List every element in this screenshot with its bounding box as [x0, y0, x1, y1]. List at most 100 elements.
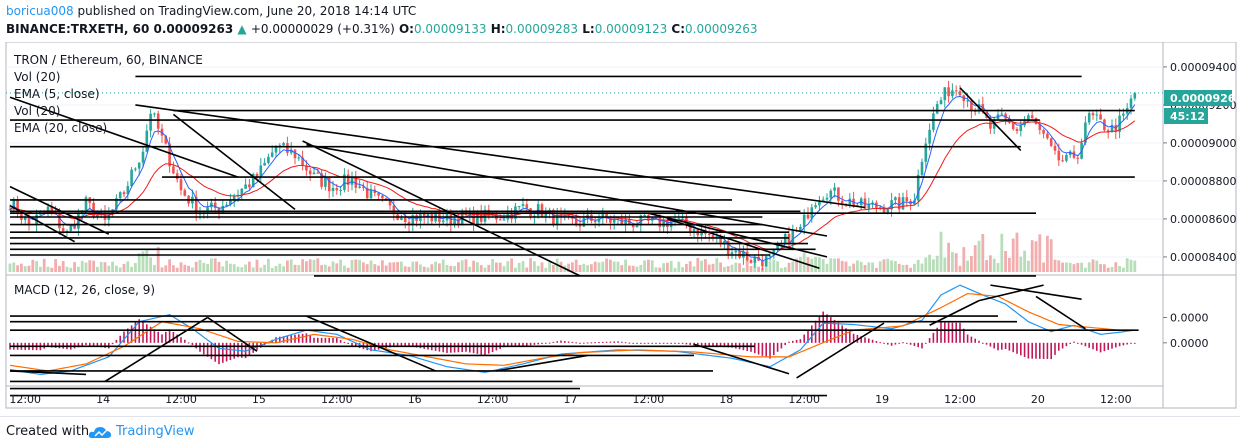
volume-bar	[457, 262, 460, 272]
volume-bar	[236, 266, 240, 272]
countdown-text: 45:12	[1170, 110, 1205, 123]
macd-histogram-bar	[879, 342, 881, 344]
macd-histogram-bar	[77, 342, 80, 348]
chart-canvas[interactable]: 0.000094000.000092000.000090000.00008800…	[0, 42, 1240, 414]
tradingview-logo[interactable]: TradingView	[88, 424, 195, 439]
author-link[interactable]: boricua008	[6, 4, 74, 18]
macd-histogram-bar	[510, 342, 513, 347]
volume-bar	[244, 264, 247, 272]
candle-body	[327, 177, 331, 192]
volume-bar	[316, 258, 320, 272]
macd-histogram-bar	[1004, 342, 1007, 349]
price-badge: 0.00009263 45:12	[1164, 90, 1240, 124]
volume-bar	[221, 266, 225, 272]
candle-body	[882, 207, 886, 213]
candle-body	[42, 211, 46, 213]
candle-body	[643, 215, 646, 217]
macd-histogram-bar	[415, 342, 418, 348]
candle-body	[840, 200, 844, 204]
macd-histogram-bar	[476, 342, 479, 354]
price-trendline	[172, 113, 296, 211]
series-title: TRON / Ethereum, 60, BINANCE	[13, 53, 203, 67]
macd-histogram-bar	[146, 324, 148, 343]
volume-bar	[248, 261, 251, 272]
macd-histogram-bar	[894, 342, 897, 345]
drawn-trendlines[interactable]	[6, 75, 1163, 277]
volume-bar	[932, 259, 935, 272]
macd-histogram-bar	[1001, 342, 1003, 350]
volume-bar	[1034, 241, 1038, 272]
volume-bar	[525, 267, 529, 272]
volume-bar	[324, 264, 327, 272]
macd-histogram-bar	[142, 321, 144, 343]
macd-histogram-bar	[225, 342, 228, 362]
time-tick-label: 18	[719, 393, 733, 406]
volume-bar	[894, 261, 897, 272]
macd-tick-label: 0.0000	[1170, 337, 1209, 350]
candle-body	[77, 213, 80, 229]
macd-histogram-bar	[1096, 342, 1098, 351]
macd-histogram-bar	[199, 342, 201, 352]
candle-body	[251, 173, 255, 188]
macd-histogram-bar	[807, 329, 809, 343]
candle-body	[951, 90, 954, 97]
macd-histogram-bar	[130, 325, 133, 343]
volume-bar	[916, 259, 920, 272]
candle-body	[335, 188, 339, 191]
volume-bar	[156, 247, 160, 272]
volume-bar	[69, 267, 73, 272]
volume-bar	[141, 251, 145, 272]
candle-body	[943, 87, 947, 101]
macd-histogram-bar	[161, 334, 163, 343]
volume-bar	[31, 259, 35, 272]
volume-bar	[1106, 267, 1110, 272]
volume-bar	[1114, 262, 1118, 272]
candle-body	[772, 249, 776, 256]
candle-body	[270, 152, 274, 157]
macd-histogram-bar	[1077, 342, 1079, 344]
macd-histogram-bar	[670, 342, 672, 344]
macd-histogram-bar	[613, 341, 615, 343]
price-badge-text: 0.00009263	[1170, 92, 1240, 105]
volume-bar	[88, 260, 92, 272]
volume-bar	[1068, 262, 1072, 272]
candle-body	[1095, 114, 1099, 116]
macd-histogram-bar	[191, 342, 194, 346]
macd-histogram-bar	[784, 342, 786, 346]
volume-bar	[187, 265, 190, 272]
macd-histogram-bar	[51, 342, 53, 348]
macd-histogram-bar	[575, 342, 577, 344]
macd-histogram-bar	[339, 340, 342, 343]
volume-bar	[970, 256, 973, 272]
volume-bar	[198, 259, 202, 272]
volume-bar	[958, 265, 962, 272]
volume-bar	[415, 261, 418, 272]
price-trendline	[959, 87, 1022, 152]
candle-body	[183, 190, 187, 196]
candle-body	[400, 217, 403, 220]
macd-histogram-bar	[586, 342, 589, 344]
volume-bar	[943, 257, 947, 272]
macd-histogram-bar	[1107, 342, 1109, 350]
low-value: 0.00009123	[594, 22, 668, 36]
candle-body	[244, 184, 247, 189]
macd-histogram-bar	[974, 338, 976, 343]
macd-histogram-bar	[685, 342, 688, 345]
candle-body	[635, 225, 639, 228]
volume-bar	[647, 259, 650, 272]
macd-histogram-bar	[168, 329, 171, 343]
volume-bar	[723, 266, 726, 272]
volume-bar	[225, 260, 228, 272]
volume-bar	[103, 262, 107, 272]
macd-histogram-bar	[871, 339, 874, 343]
macd-histogram-bar	[389, 342, 391, 348]
macd-tick-label: 0.0000	[1170, 311, 1209, 324]
candle-body	[521, 204, 525, 206]
candle-body	[1129, 98, 1133, 108]
macd-histogram-bar	[309, 335, 311, 343]
candle-body	[126, 186, 130, 195]
time-tick-label: 12:00	[9, 393, 41, 406]
candle-body	[966, 100, 969, 102]
candles[interactable]	[8, 80, 1137, 271]
volume-bar	[1038, 234, 1042, 272]
